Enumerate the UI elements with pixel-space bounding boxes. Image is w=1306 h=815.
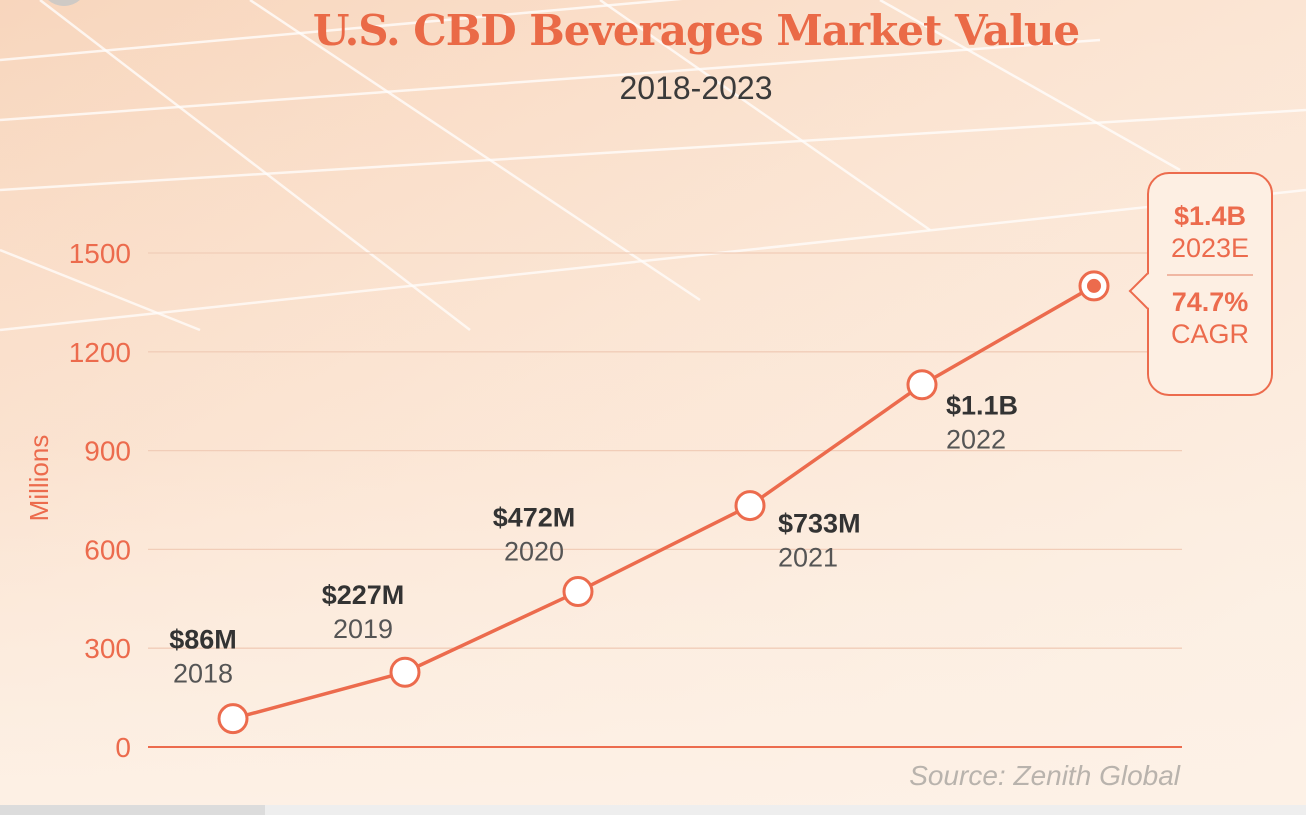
data-value-label: $733M xyxy=(778,509,861,539)
chart-title: U.S. CBD Beverages Market Value xyxy=(312,6,1080,55)
bottom-strip-segment xyxy=(0,805,265,815)
y-tick-label: 1500 xyxy=(69,238,131,269)
bottom-strip xyxy=(0,805,1306,815)
y-tick-label: 900 xyxy=(84,436,131,467)
callout-value: $1.4B xyxy=(1173,201,1247,231)
y-tick-labels: 0 300 600 900 1200 1500 xyxy=(69,238,131,763)
series-line xyxy=(232,284,1095,721)
series-line-path xyxy=(232,284,1095,721)
y-tick-label: 300 xyxy=(84,633,131,664)
y-tick-label: 600 xyxy=(84,534,131,565)
callout-year: 2023E xyxy=(1170,233,1250,263)
point-markers xyxy=(217,270,1110,735)
data-point-marker xyxy=(389,656,421,688)
data-point-marker xyxy=(562,576,594,608)
data-year-label: 2019 xyxy=(333,614,393,644)
callout-divider xyxy=(1167,274,1253,276)
forecast-callout: $1.4B 2023E 74.7% CAGR xyxy=(1128,172,1273,396)
data-year-label: 2018 xyxy=(173,659,233,689)
y-axis-label: Millions xyxy=(24,435,54,522)
y-tick-label: 0 xyxy=(115,732,131,763)
data-point-marker xyxy=(734,490,766,522)
data-value-label: $1.1B xyxy=(946,391,1018,421)
data-point-marker xyxy=(217,703,249,735)
data-year-label: 2021 xyxy=(778,543,838,573)
y-tick-label: 1200 xyxy=(69,337,131,368)
data-year-label: 2020 xyxy=(504,537,564,567)
point-labels: $86M 2018 $227M 2019 $472M 2020 $733M 2021 $1.1B… xyxy=(169,391,1018,689)
callout-cagr-value: 74.7% xyxy=(1171,286,1249,317)
callout-cagr-label: CAGR xyxy=(1170,318,1249,349)
source-note: Source: Zenith Global xyxy=(909,760,1180,791)
data-point-marker xyxy=(906,369,938,401)
data-value-label: $227M xyxy=(322,580,405,610)
gridlines xyxy=(148,252,1182,748)
forecast-point-dot xyxy=(1087,278,1101,293)
data-value-label: $86M xyxy=(169,625,237,655)
window-corner-icon xyxy=(40,0,88,6)
data-year-label: 2022 xyxy=(946,425,1006,455)
data-value-label: $472M xyxy=(493,503,576,533)
chart-subtitle: 2018-2023 xyxy=(619,70,773,106)
